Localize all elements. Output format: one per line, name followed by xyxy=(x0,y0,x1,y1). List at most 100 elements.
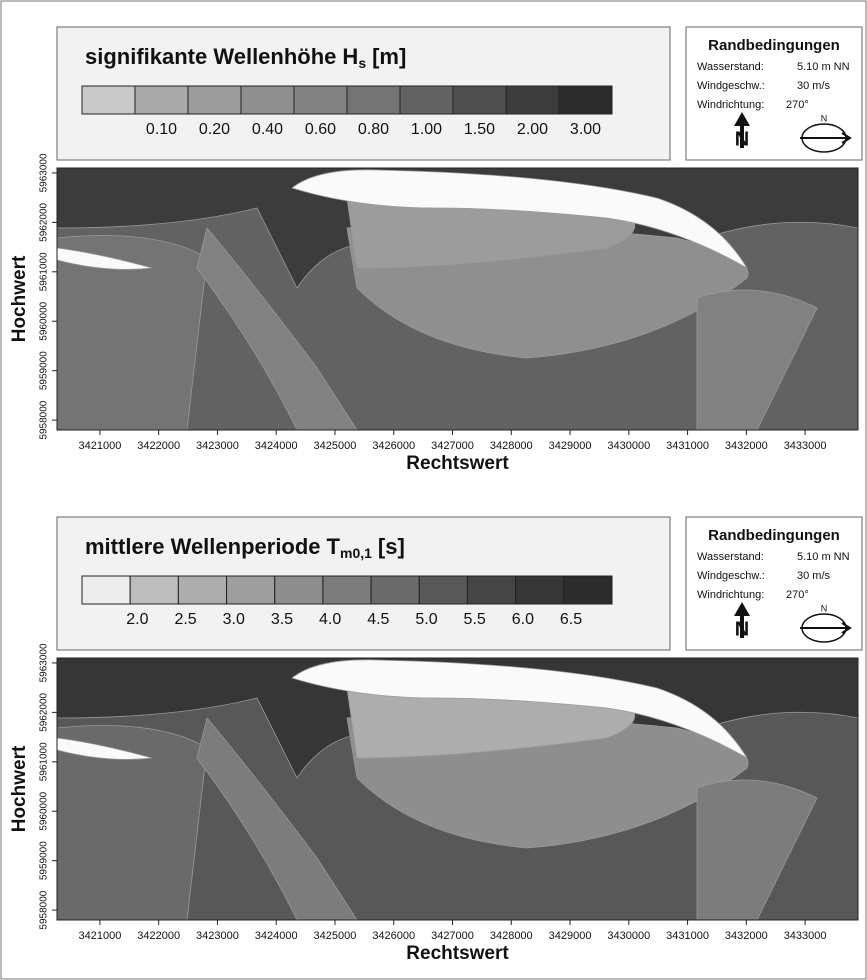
condition-label: Windgeschw.: xyxy=(697,80,765,92)
legend-label: 0.20 xyxy=(199,121,230,138)
legend-swatch xyxy=(82,576,130,604)
x-tick-label: 3427000 xyxy=(431,440,474,452)
x-tick-label: 3433000 xyxy=(784,930,827,942)
legend-label: 2.5 xyxy=(174,611,196,628)
y-tick-label: 5961000 xyxy=(39,742,50,781)
legend-swatch xyxy=(371,576,419,604)
title-text: signifikante Wellenhöhe xyxy=(85,44,336,69)
north-label: N xyxy=(735,618,749,640)
x-tick-label: 3423000 xyxy=(196,440,239,452)
x-tick-label: 3429000 xyxy=(549,930,592,942)
x-tick-label: 3426000 xyxy=(372,930,415,942)
x-tick-label: 3421000 xyxy=(78,440,121,452)
legend-label: 5.5 xyxy=(464,611,486,628)
legend-label: 2.00 xyxy=(517,121,548,138)
map xyxy=(57,658,858,920)
legend-label: 0.40 xyxy=(252,121,283,138)
y-tick-label: 5960000 xyxy=(39,791,50,830)
legend-label: 6.0 xyxy=(512,611,534,628)
legend-swatch xyxy=(294,86,347,114)
y-axis-title: Hochwert xyxy=(9,745,30,832)
x-tick-label: 3425000 xyxy=(314,930,357,942)
legend-label: 1.50 xyxy=(464,121,495,138)
condition-value: 30 m/s xyxy=(797,570,831,582)
condition-label: Wasserstand: xyxy=(697,61,764,73)
x-tick-label: 3429000 xyxy=(549,440,592,452)
condition-label: Windrichtung: xyxy=(697,589,764,601)
north-label: N xyxy=(735,128,749,150)
legend-swatch xyxy=(467,576,515,604)
x-tick-label: 3428000 xyxy=(490,930,533,942)
legend-label: 0.10 xyxy=(146,121,177,138)
legend-label: 3.00 xyxy=(570,121,601,138)
legend-swatch xyxy=(227,576,275,604)
x-axis-title: Rechtswert xyxy=(406,943,509,964)
condition-label: Windgeschw.: xyxy=(697,570,765,582)
x-axis-title: Rechtswert xyxy=(406,453,509,474)
x-tick-label: 3433000 xyxy=(784,440,827,452)
legend-label: 6.5 xyxy=(560,611,582,628)
title-unit: [s] xyxy=(378,534,405,559)
title-subscript: s xyxy=(358,55,366,71)
title-subscript: m0,1 xyxy=(340,545,372,561)
condition-value: 270° xyxy=(786,99,809,111)
compass-north: N xyxy=(821,113,828,123)
condition-label: Wasserstand: xyxy=(697,551,764,563)
y-tick-label: 5958000 xyxy=(39,400,50,439)
y-tick-label: 5962000 xyxy=(39,202,50,241)
legend-label: 2.0 xyxy=(126,611,148,628)
legend-swatch xyxy=(419,576,467,604)
legend-label: 0.80 xyxy=(358,121,389,138)
legend-label: 1.00 xyxy=(411,121,442,138)
x-tick-label: 3423000 xyxy=(196,930,239,942)
x-tick-label: 3431000 xyxy=(666,930,709,942)
legend-label: 4.5 xyxy=(367,611,389,628)
x-tick-label: 3432000 xyxy=(725,440,768,452)
x-tick-label: 3431000 xyxy=(666,440,709,452)
condition-value: 5.10 m NN xyxy=(797,551,850,563)
y-tick-label: 5959000 xyxy=(39,351,50,390)
title-symbol: T xyxy=(327,534,341,559)
legend-swatch xyxy=(241,86,294,114)
legend-swatch xyxy=(82,86,135,114)
condition-value: 270° xyxy=(786,589,809,601)
y-tick-label: 5958000 xyxy=(39,890,50,929)
legend-swatch xyxy=(323,576,371,604)
legend-swatch xyxy=(559,86,612,114)
condition-value: 30 m/s xyxy=(797,80,831,92)
legend-swatch xyxy=(178,576,226,604)
legend-label: 5.0 xyxy=(415,611,437,628)
map xyxy=(57,168,858,430)
conditions-title: Randbedingungen xyxy=(708,37,840,54)
legend-label: 3.5 xyxy=(271,611,293,628)
x-tick-label: 3421000 xyxy=(78,930,121,942)
conditions-title: Randbedingungen xyxy=(708,527,840,544)
y-tick-label: 5959000 xyxy=(39,841,50,880)
x-tick-label: 3427000 xyxy=(431,930,474,942)
x-tick-label: 3428000 xyxy=(490,440,533,452)
y-axis-title: Hochwert xyxy=(9,255,30,342)
x-tick-label: 3432000 xyxy=(725,930,768,942)
condition-value: 5.10 m NN xyxy=(797,61,850,73)
x-tick-label: 3424000 xyxy=(255,930,298,942)
y-tick-label: 5961000 xyxy=(39,252,50,291)
figure: signifikante WellenhöheHs[m] 0.10 0.20 0.40… xyxy=(0,0,867,980)
legend-swatch xyxy=(453,86,506,114)
legend-swatch xyxy=(516,576,564,604)
x-tick-label: 3430000 xyxy=(607,440,650,452)
y-tick-label: 5962000 xyxy=(39,692,50,731)
compass-north: N xyxy=(821,603,828,613)
x-tick-label: 3425000 xyxy=(314,440,357,452)
legend-swatch xyxy=(130,576,178,604)
x-tick-label: 3422000 xyxy=(137,440,180,452)
x-tick-label: 3430000 xyxy=(607,930,650,942)
legend-swatch xyxy=(400,86,453,114)
legend-label: 4.0 xyxy=(319,611,341,628)
y-tick-label: 5960000 xyxy=(39,301,50,340)
x-tick-label: 3426000 xyxy=(372,440,415,452)
y-tick-label: 5963000 xyxy=(39,643,50,682)
legend-swatch xyxy=(188,86,241,114)
